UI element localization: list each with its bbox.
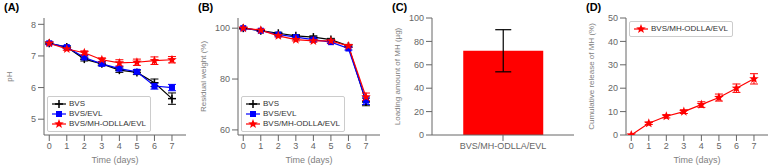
svg-text:20: 20 xyxy=(414,107,424,117)
svg-text:5: 5 xyxy=(134,141,139,151)
svg-text:2: 2 xyxy=(664,141,669,151)
svg-text:3: 3 xyxy=(293,141,298,151)
svg-text:BVS/MH-ODLLA/EVL: BVS/MH-ODLLA/EVL xyxy=(460,141,547,151)
svg-text:40: 40 xyxy=(414,83,424,93)
svg-text:7: 7 xyxy=(363,141,368,151)
svg-text:60: 60 xyxy=(220,125,230,135)
svg-text:0: 0 xyxy=(241,141,246,151)
svg-text:1: 1 xyxy=(258,141,263,151)
svg-text:Loading amount of MH (µg): Loading amount of MH (µg) xyxy=(393,27,402,125)
svg-text:7: 7 xyxy=(31,51,36,61)
svg-text:10: 10 xyxy=(608,107,618,117)
html-text:(B): (B) xyxy=(198,1,214,13)
svg-text:0: 0 xyxy=(613,130,618,140)
svg-text:60: 60 xyxy=(414,60,424,70)
svg-text:20: 20 xyxy=(608,83,618,93)
svg-text:0: 0 xyxy=(47,141,52,151)
svg-text:80: 80 xyxy=(414,37,424,47)
svg-text:4: 4 xyxy=(311,141,316,151)
svg-text:pH: pH xyxy=(5,71,14,81)
svg-text:3: 3 xyxy=(681,141,686,151)
html-text:BVS/EVL: BVS/EVL xyxy=(263,109,297,118)
svg-text:6: 6 xyxy=(346,141,351,151)
svg-text:0: 0 xyxy=(629,141,634,151)
svg-text:5: 5 xyxy=(31,114,36,124)
svg-text:4: 4 xyxy=(117,141,122,151)
svg-text:Time (days): Time (days) xyxy=(91,155,138,165)
html-text:(D): (D) xyxy=(586,1,602,13)
svg-text:1: 1 xyxy=(64,141,69,151)
svg-text:1: 1 xyxy=(646,141,651,151)
svg-text:6: 6 xyxy=(734,141,739,151)
html-text:BVS/MH-ODLLA/EVL: BVS/MH-ODLLA/EVL xyxy=(263,119,340,128)
svg-text:4: 4 xyxy=(699,141,704,151)
svg-text:30: 30 xyxy=(608,60,618,70)
html-text:BVS: BVS xyxy=(69,99,85,108)
html-text:BVS/EVL: BVS/EVL xyxy=(69,109,103,118)
html-text:BVS: BVS xyxy=(263,99,279,108)
svg-text:5: 5 xyxy=(716,141,721,151)
svg-text:100: 100 xyxy=(409,13,424,23)
svg-text:Time (days): Time (days) xyxy=(285,155,332,165)
svg-text:8: 8 xyxy=(31,20,36,30)
svg-text:2: 2 xyxy=(82,141,87,151)
svg-text:3: 3 xyxy=(99,141,104,151)
html-text:(C): (C) xyxy=(392,1,408,13)
svg-text:50: 50 xyxy=(608,13,618,23)
svg-text:Time (days): Time (days) xyxy=(673,155,720,165)
svg-text:7: 7 xyxy=(169,141,174,151)
svg-text:Residual weight (%): Residual weight (%) xyxy=(199,41,208,112)
svg-text:2: 2 xyxy=(276,141,281,151)
html-text:BVS/MH-ODLLA/EVL: BVS/MH-ODLLA/EVL xyxy=(69,119,146,128)
svg-text:5: 5 xyxy=(328,141,333,151)
svg-text:6: 6 xyxy=(31,83,36,93)
html-text:BVS/MH-ODLLA/EVL: BVS/MH-ODLLA/EVL xyxy=(651,24,728,33)
svg-text:100: 100 xyxy=(215,23,230,33)
svg-text:0: 0 xyxy=(419,130,424,140)
svg-text:Cumulative release of MH (%): Cumulative release of MH (%) xyxy=(587,23,596,130)
svg-text:7: 7 xyxy=(751,141,756,151)
svg-text:40: 40 xyxy=(608,37,618,47)
svg-text:80: 80 xyxy=(220,74,230,84)
svg-text:6: 6 xyxy=(152,141,157,151)
html-text:(A): (A) xyxy=(4,1,20,13)
